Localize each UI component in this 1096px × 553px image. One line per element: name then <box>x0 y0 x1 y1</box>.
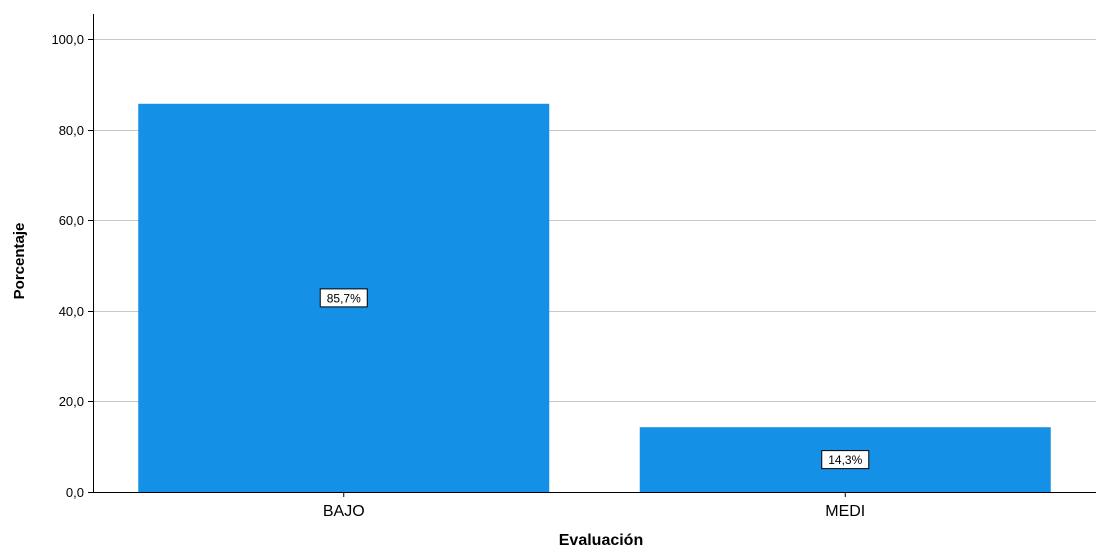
y-tick-label: 100,0 <box>51 32 84 47</box>
y-tick-label: 80,0 <box>59 123 84 138</box>
x-axis-title: Evaluación <box>559 532 643 549</box>
y-tick-label: 20,0 <box>59 394 84 409</box>
x-tick-label: BAJO <box>323 503 365 520</box>
y-tick-label: 0,0 <box>66 485 84 500</box>
data-label: 14,3% <box>828 453 862 467</box>
y-tick-label: 60,0 <box>59 213 84 228</box>
data-label: 85,7% <box>327 291 361 305</box>
bars <box>138 104 1051 492</box>
y-axis-title: Porcentaje <box>11 223 28 300</box>
y-tick-label: 40,0 <box>59 304 84 319</box>
x-tick-label: MEDI <box>825 503 865 520</box>
